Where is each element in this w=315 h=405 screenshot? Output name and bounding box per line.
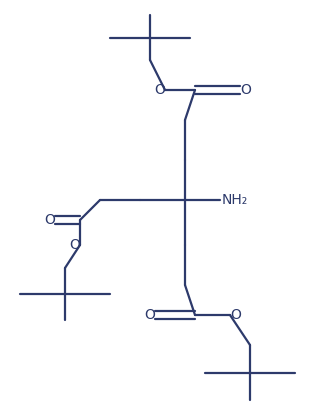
Text: O: O (144, 308, 155, 322)
Text: NH₂: NH₂ (222, 193, 248, 207)
Text: O: O (69, 238, 80, 252)
Text: O: O (44, 213, 55, 227)
Text: O: O (240, 83, 251, 97)
Text: O: O (230, 308, 241, 322)
Text: O: O (154, 83, 165, 97)
